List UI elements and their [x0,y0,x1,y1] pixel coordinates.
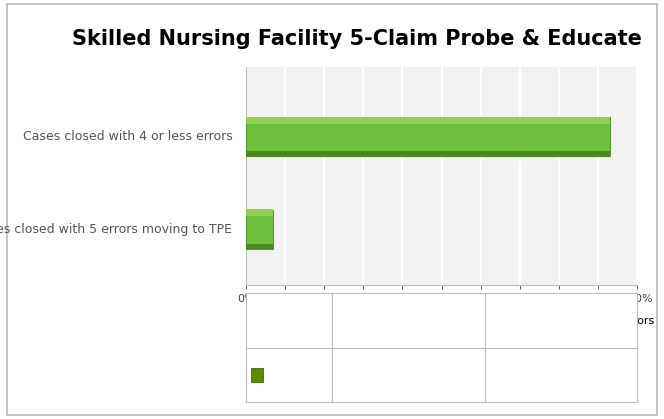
Text: Cases closed with 4 or less errors: Cases closed with 4 or less errors [468,316,654,326]
Text: 93%: 93% [548,370,574,380]
Text: Cases closed with 5 errors moving to TPE: Cases closed with 5 errors moving to TPE [0,223,232,236]
Bar [246,116,610,124]
Bar [246,210,273,249]
Bar [246,244,273,249]
Bar [246,117,610,156]
Bar [246,151,610,157]
Text: Cases closed with 4 or less errors: Cases closed with 4 or less errors [23,130,232,143]
Text: October 2023 - April 2024: October 2023 - April 2024 [268,370,413,380]
Text: Skilled Nursing Facility 5-Claim Probe & Educate: Skilled Nursing Facility 5-Claim Probe &… [72,29,641,49]
Bar [246,210,273,216]
Text: Cases closed with 5 errors moving to TPE: Cases closed with 5 errors moving to TPE [293,316,523,326]
Text: 7%: 7% [399,370,417,380]
